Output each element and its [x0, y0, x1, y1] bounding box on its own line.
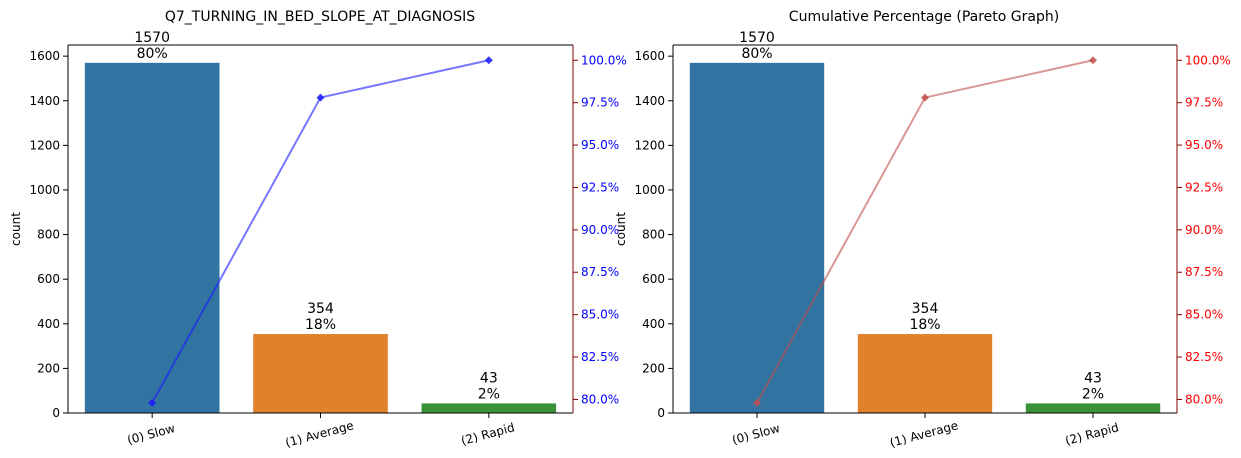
y2-tick-label: 100.0% [1185, 53, 1231, 67]
bar-data-label-2: 354 18% [909, 301, 940, 333]
bar-1 [689, 62, 825, 414]
y-tick-label: 1400 [29, 94, 60, 108]
y2-tick-label: 80.0% [1185, 392, 1223, 406]
x-tick-label: (1) Average [888, 418, 959, 450]
y2-tick-label: 97.5% [581, 96, 619, 110]
y-tick-label: 200 [37, 361, 60, 375]
y-tick-label: 1200 [634, 138, 665, 152]
cumulative-point-3 [484, 56, 493, 65]
y2-tick-label: 95.0% [1185, 138, 1223, 152]
bar-data-label-count: 43 [1084, 370, 1102, 386]
bar-data-label-percent: 2% [478, 386, 500, 402]
y-axis-label: count [614, 212, 628, 246]
bar-data-label-count: 1570 [134, 30, 170, 46]
cumulative-point-2 [316, 93, 325, 102]
bar-data-label-count: 1570 [739, 30, 775, 46]
bar-1 [84, 62, 220, 414]
y-tick-label: 1000 [29, 183, 60, 197]
bar-data-label-1: 1570 80% [739, 30, 775, 62]
bar-3 [1025, 403, 1161, 413]
y-tick-label: 1200 [29, 138, 60, 152]
y2-tick-label: 95.0% [581, 138, 619, 152]
y2-tick-label: 100.0% [581, 53, 627, 67]
y-axis-label: count [9, 212, 23, 246]
x-tick-label: (2) Rapid [1064, 420, 1121, 448]
x-tick-label: (0) Slow [126, 421, 177, 447]
bar-data-label-3: 43 2% [1082, 370, 1104, 402]
cumulative-point-1 [148, 398, 157, 407]
bar-data-label-percent: 18% [909, 317, 940, 333]
y2-tick-label: 80.0% [581, 392, 619, 406]
y-tick-label: 400 [37, 317, 60, 331]
y2-tick-label: 92.5% [581, 180, 619, 194]
x-tick-label: (0) Slow [731, 421, 782, 447]
chart-title: Cumulative Percentage (Pareto Graph) [789, 9, 1059, 25]
y-tick-label: 0 [657, 406, 665, 420]
bar-data-label-percent: 18% [305, 317, 336, 333]
y-tick-label: 600 [642, 272, 665, 286]
bar-data-label-percent: 2% [1082, 386, 1104, 402]
x-tick-label: (1) Average [284, 418, 355, 450]
cumulative-point-2 [921, 93, 929, 102]
x-tick-label: (2) Rapid [460, 420, 517, 448]
bar-3 [421, 403, 557, 413]
y2-tick-label: 85.0% [581, 308, 619, 322]
bar-2 [253, 334, 388, 413]
bar-data-label-3: 43 2% [478, 370, 500, 402]
bar-data-label-count: 43 [480, 370, 498, 386]
bar-2 [857, 334, 993, 413]
bar-data-label-percent: 80% [741, 46, 772, 62]
y-tick-label: 200 [642, 361, 665, 375]
y-tick-label: 400 [642, 317, 665, 331]
y-tick-label: 1600 [634, 49, 665, 63]
y-tick-label: 0 [52, 406, 60, 420]
y2-tick-label: 87.5% [1185, 265, 1223, 279]
cumulative-point-3 [1089, 56, 1097, 65]
cumulative-point-1 [753, 398, 761, 407]
y-tick-label: 800 [642, 228, 665, 242]
y2-tick-label: 85.0% [1185, 308, 1223, 322]
y2-tick-label: 90.0% [1185, 223, 1223, 237]
bar-data-label-count: 354 [307, 301, 334, 317]
chart-panel-1: Q7_TURNING_IN_BED_SLOPE_AT_DIAGNOSIS 1570… [9, 9, 627, 450]
y2-tick-label: 97.5% [1185, 96, 1223, 110]
bar-data-label-2: 354 18% [305, 301, 336, 333]
chart-panel-2: Cumulative Percentage (Pareto Graph) 1570… [614, 9, 1231, 450]
bar-data-label-1: 1570 80% [134, 30, 170, 62]
y-tick-label: 800 [37, 228, 60, 242]
y2-tick-label: 82.5% [1185, 350, 1223, 364]
y2-tick-label: 90.0% [581, 223, 619, 237]
y-tick-label: 1400 [634, 94, 665, 108]
y-tick-label: 1000 [634, 183, 665, 197]
y-tick-label: 600 [37, 272, 60, 286]
bar-data-label-percent: 80% [137, 46, 168, 62]
y2-tick-label: 92.5% [1185, 180, 1223, 194]
y2-tick-label: 87.5% [581, 265, 619, 279]
chart-title: Q7_TURNING_IN_BED_SLOPE_AT_DIAGNOSIS [165, 9, 475, 25]
y-tick-label: 1600 [29, 49, 60, 63]
y2-tick-label: 82.5% [581, 350, 619, 364]
bar-data-label-count: 354 [912, 301, 939, 317]
